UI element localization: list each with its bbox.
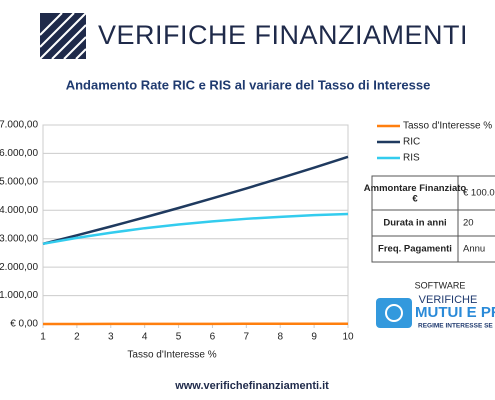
x-tick-label: 1 bbox=[40, 332, 46, 343]
table-cell bbox=[457, 235, 495, 263]
badge-icon bbox=[385, 304, 403, 322]
chart-title: Andamento Rate RIC e RIS al variare del … bbox=[66, 77, 431, 92]
badge-icon bbox=[376, 298, 412, 328]
table-value: Annu bbox=[463, 244, 485, 255]
logo-icon bbox=[39, 12, 87, 60]
x-axis-label: Tasso d'Interesse % bbox=[127, 350, 216, 361]
table-label: Ammontare Finanziato € bbox=[364, 182, 467, 204]
x-tick-label: 8 bbox=[277, 332, 283, 343]
footer-url: www.verifichefinanziamenti.it bbox=[174, 380, 329, 392]
x-tick-label: 2 bbox=[74, 332, 80, 343]
y-tick-label: € 5.000,00 bbox=[0, 176, 38, 187]
table-label: Freq. Pagamenti bbox=[378, 244, 452, 255]
x-tick-label: 9 bbox=[311, 332, 317, 343]
legend-label: Tasso d'Interesse % bbox=[403, 121, 492, 132]
table-cell bbox=[457, 175, 495, 211]
series-line bbox=[42, 212, 349, 246]
table-cell bbox=[371, 175, 459, 211]
x-tick-label: 3 bbox=[108, 332, 114, 343]
badge-line: MUTUI E PRE bbox=[415, 304, 495, 321]
table-value: € 100.0 bbox=[463, 188, 495, 199]
table-cell bbox=[371, 235, 459, 263]
series-line bbox=[42, 155, 349, 246]
y-tick-label: € 2.000,00 bbox=[0, 262, 38, 273]
info-table: Ammontare Finanziato €€ 100.0 Durata in an… bbox=[364, 175, 495, 263]
legend-label: RIC bbox=[403, 137, 420, 148]
y-tick-label: € 6.000,00 bbox=[0, 148, 38, 159]
x-tick-label: 6 bbox=[210, 332, 216, 343]
brand: VERIFICHE FINANZIAMENTI bbox=[98, 20, 468, 50]
plot: € 0,00 € 1.000,00 € 2.000,00 € 3.000,00 € 4.… bbox=[0, 120, 354, 343]
table-label: Durata in anni bbox=[383, 218, 446, 229]
badge-line: SOFTWARE bbox=[415, 280, 466, 290]
legend: Tasso d'Interesse % RIC RIS bbox=[377, 121, 492, 164]
x-tick-label: 10 bbox=[342, 332, 354, 343]
legend-label: RIS bbox=[403, 153, 420, 164]
table-value: 20 bbox=[463, 218, 474, 229]
table-cell bbox=[371, 209, 459, 237]
badge-line: VERIFICHE bbox=[419, 294, 478, 306]
y-tick-label: € 0,00 bbox=[10, 319, 38, 330]
software-badge: SOFTWARE VERIFICHE MUTUI E PRE REGIME IN… bbox=[376, 280, 495, 330]
y-tick-label: € 4.000,00 bbox=[0, 205, 38, 216]
y-tick-label: € 1.000,00 bbox=[0, 290, 38, 301]
x-tick-label: 4 bbox=[142, 332, 148, 343]
x-tick-label: 7 bbox=[244, 332, 250, 343]
y-tick-label: € 7.000,00 bbox=[0, 120, 38, 131]
badge-line: REGIME INTERESSE SE bbox=[418, 323, 493, 330]
x-tick-label: 5 bbox=[176, 332, 182, 343]
y-tick-label: € 3.000,00 bbox=[0, 233, 38, 244]
